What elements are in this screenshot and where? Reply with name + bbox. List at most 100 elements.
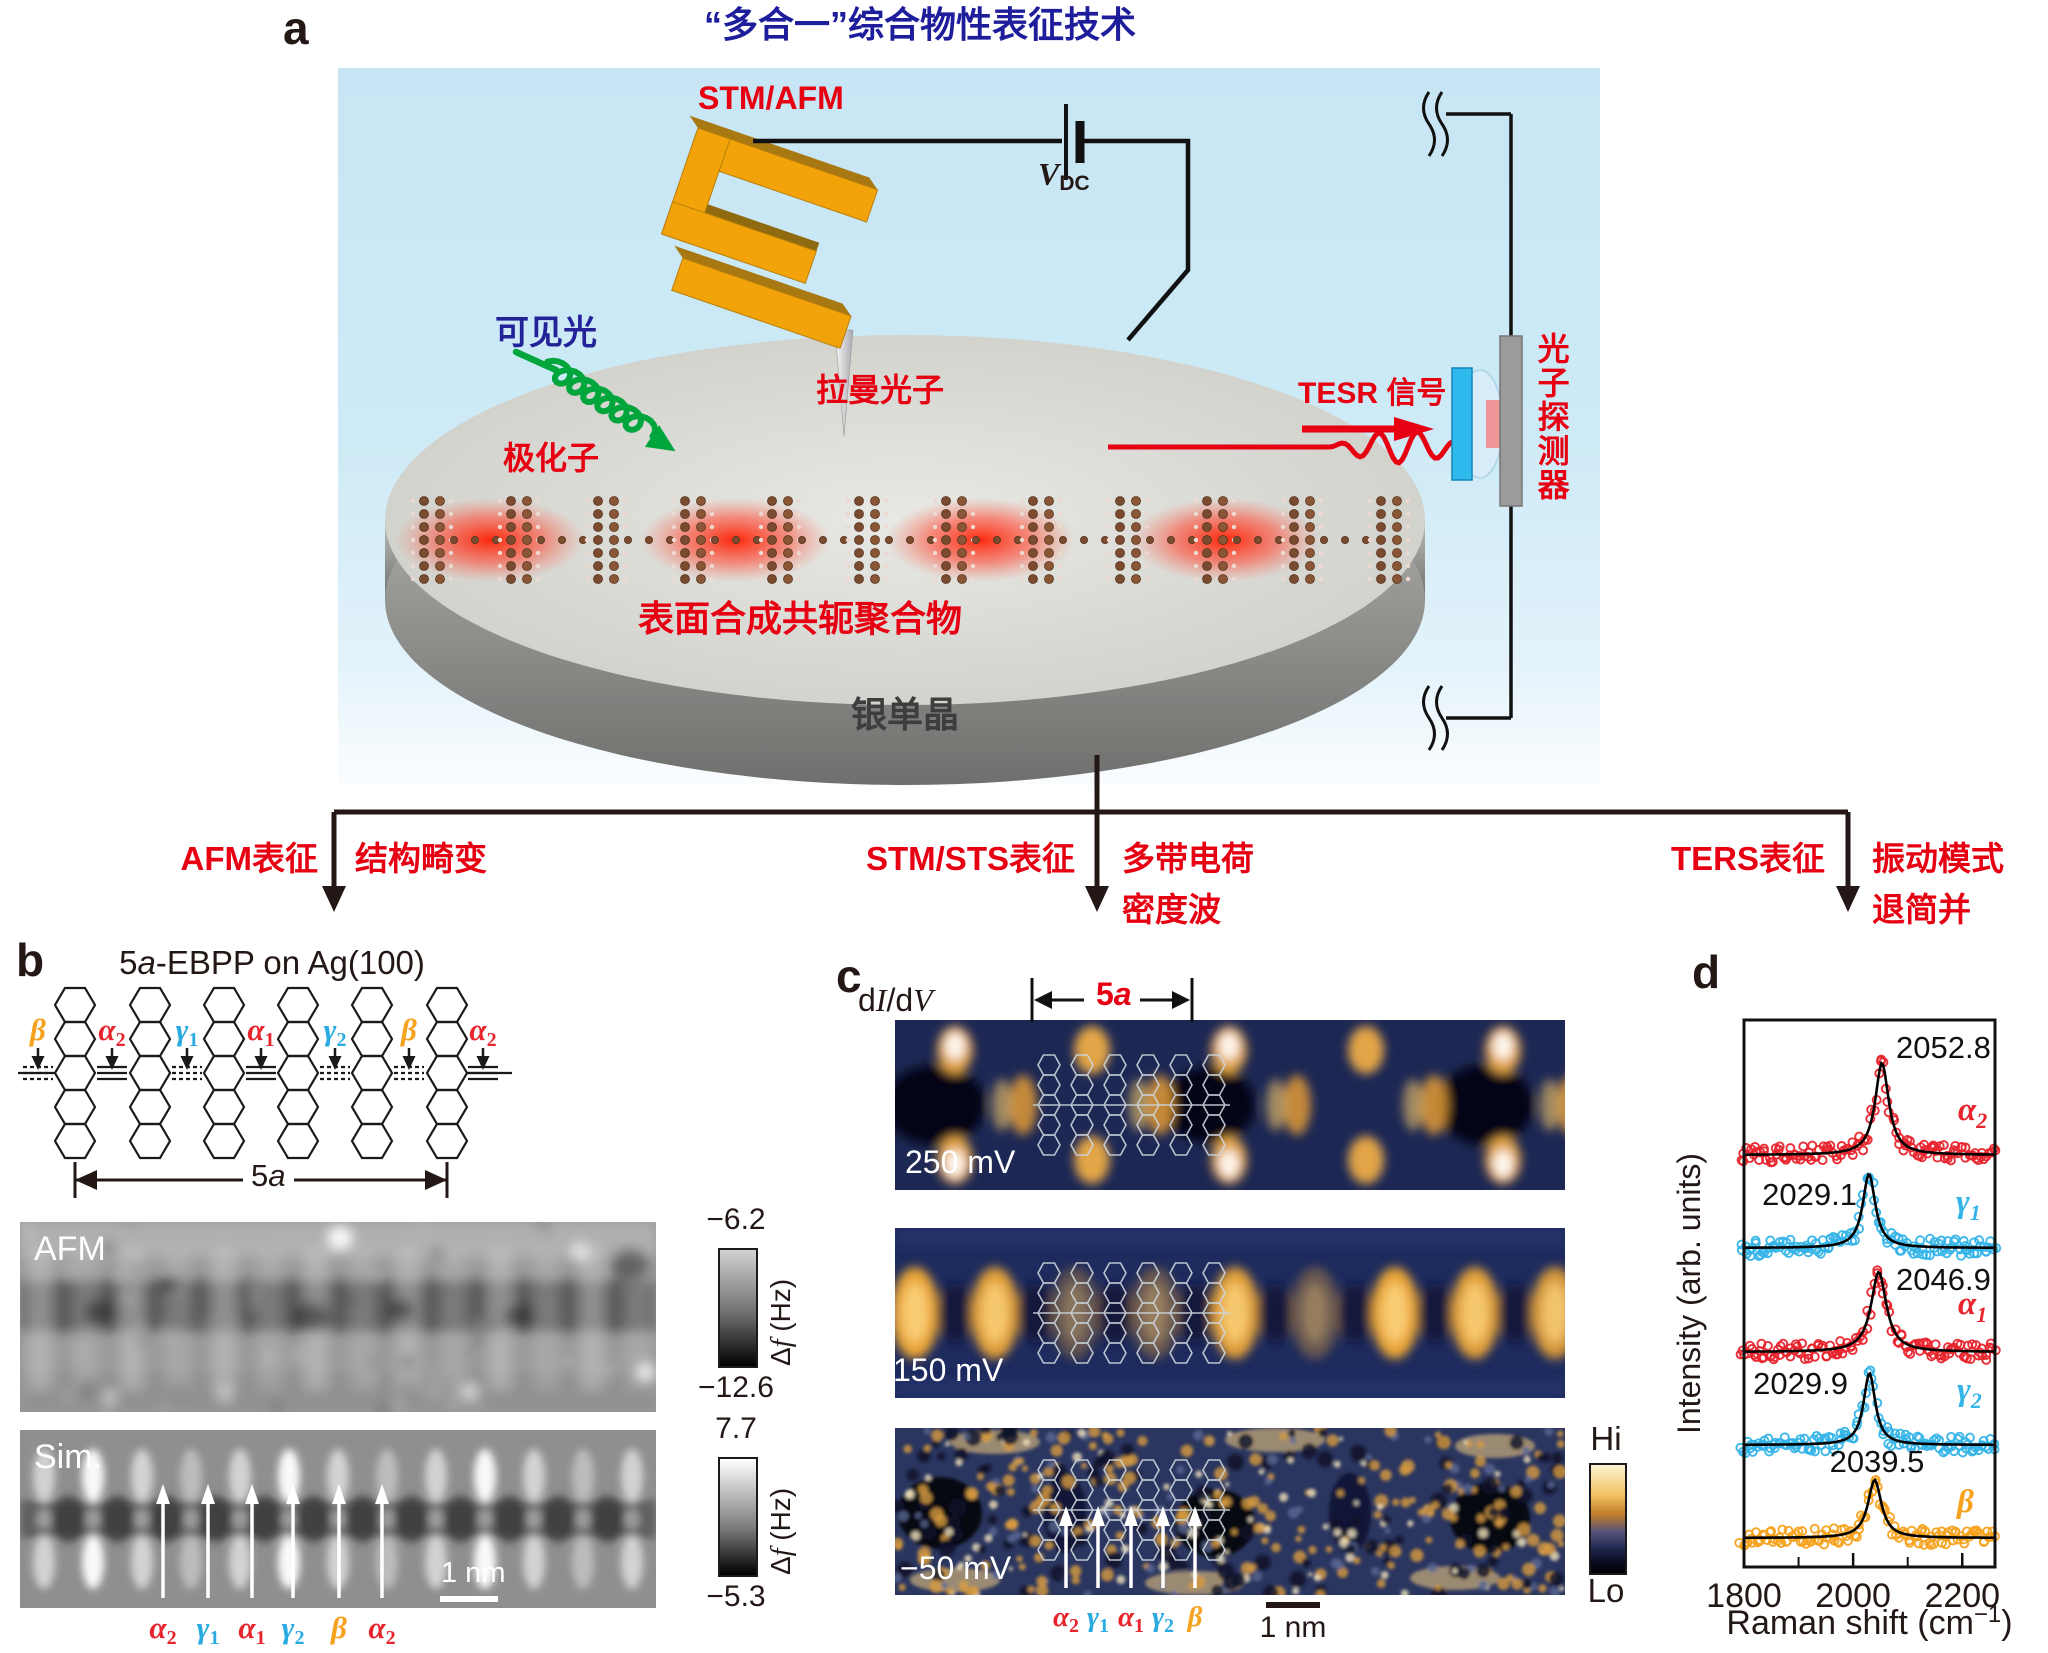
raman-series-γ2	[1735, 1365, 2000, 1458]
silver-crystal-label: 银单晶	[850, 694, 960, 735]
flow-afm-result: 结构畸变	[355, 840, 487, 877]
flow-sts-result-1: 多带电荷	[1122, 840, 1254, 877]
panel-d-label: d	[1692, 946, 1721, 998]
sim-colorbar-unit: Δf (Hz)	[765, 1487, 797, 1575]
colorbar-lo-label: Lo	[1587, 1572, 1625, 1609]
bias-label-neg50: −50 mV	[900, 1550, 1012, 1586]
x-tick-label: 2200	[1924, 1577, 2000, 1615]
flow-sts-result-2: 密度波	[1122, 891, 1221, 928]
bond-label: α2	[149, 1610, 177, 1649]
b-span-label: 5a	[243, 1159, 294, 1193]
raman-series-β	[1734, 1475, 2000, 1551]
molecule-overlay	[1033, 1262, 1230, 1364]
raman-series-α2	[1736, 1054, 2001, 1168]
sim-colorbar	[718, 1457, 758, 1577]
lorentzian-fit	[1744, 1172, 1995, 1249]
c-scalebar-label: 1 nm	[1259, 1611, 1327, 1644]
x-axis-label: Raman shift (cm−1)	[1726, 1601, 2012, 1642]
bond-label: γ2	[281, 1610, 305, 1649]
stm-afm-label: STM/AFM	[698, 80, 844, 116]
bond-pointer-arrows	[156, 1484, 389, 1598]
peak-value-label: 2029.9	[1753, 1366, 1848, 1401]
series-label: β	[1955, 1484, 1974, 1520]
panel-b-label: b	[16, 934, 45, 986]
raman-photon-label: 拉曼光子	[816, 372, 945, 408]
peak-value-label: 2046.9	[1896, 1262, 1991, 1297]
flow-ters-result-2: 退简并	[1872, 891, 1971, 928]
c-span-label: 5a	[1096, 976, 1132, 1012]
peak-value-label: 2039.5	[1830, 1444, 1925, 1479]
peak-value-label: 2052.8	[1896, 1030, 1991, 1065]
bond-label: α2	[1052, 1601, 1080, 1637]
colorbar-hi-label: Hi	[1590, 1420, 1622, 1457]
bond-label: α2	[98, 1012, 126, 1051]
bond-label: α2	[469, 1012, 497, 1051]
panel-c-label: c	[836, 950, 862, 1002]
chart-frame	[1742, 1018, 1997, 1569]
sim-image-tag: Sim.	[34, 1438, 102, 1476]
bond-label: α1	[238, 1610, 266, 1649]
sim-afm-image	[20, 1430, 656, 1608]
bond-label: γ1	[175, 1012, 199, 1051]
bond-label: α1	[1117, 1601, 1145, 1637]
flow-sts-method: STM/STS表征	[865, 840, 1075, 877]
series-label: γ1	[1956, 1184, 1981, 1225]
bond-label: β	[1187, 1601, 1203, 1633]
figure-title: “多合一”综合物性表征技术	[703, 4, 1137, 45]
afm-image-tag: AFM	[34, 1230, 106, 1268]
c-scalebar	[1266, 1602, 1320, 1608]
lorentzian-fit	[1744, 1478, 1995, 1540]
lorentzian-fit	[1744, 1371, 1995, 1447]
bias-label-150: 150 mV	[893, 1352, 1004, 1388]
panel-a-label: a	[283, 2, 309, 54]
raman-series-α1	[1735, 1265, 2001, 1365]
vdc-label: VDC	[1038, 156, 1090, 195]
polymer-label: 表面合成共轭聚合物	[637, 598, 963, 639]
raman-series-γ1	[1736, 1172, 2002, 1261]
b-scalebar-label: 1 nm	[441, 1557, 506, 1589]
afm-image	[20, 1222, 656, 1412]
tesr-signal-label: TESR 信号	[1298, 377, 1447, 410]
y-axis-label: Intensity (arb. units)	[1671, 1153, 1707, 1434]
flow-ters-method: TERS表征	[1670, 840, 1825, 877]
bond-pointer-arrows	[1059, 1506, 1202, 1588]
lorentzian-fit	[1744, 1060, 1995, 1156]
hi-lo-colorbar	[1589, 1463, 1627, 1575]
x-tick-label: 2000	[1815, 1577, 1891, 1615]
flow-afm-method: AFM表征	[180, 840, 318, 877]
panel-b-title: 5a-EBPP on Ag(100)	[119, 944, 425, 981]
visible-light-label: 可见光	[495, 314, 597, 352]
didv-label: dI/dV	[858, 982, 933, 1018]
series-label: α2	[1958, 1092, 1987, 1133]
bond-label: β	[331, 1610, 347, 1645]
afm-colorbar-min: −12.6	[698, 1371, 774, 1404]
afm-colorbar	[718, 1248, 758, 1368]
bond-label: γ1	[196, 1610, 220, 1649]
molecule-overlay	[1033, 1459, 1230, 1561]
b-scalebar	[440, 1596, 498, 1602]
bond-label: γ2	[323, 1012, 347, 1051]
flow-ters-result-1: 振动模式	[1872, 840, 2004, 877]
polaron-label: 极化子	[503, 440, 600, 476]
panel-a-background	[338, 68, 1600, 786]
series-label: γ2	[1957, 1372, 1982, 1413]
lorentzian-fit	[1744, 1270, 1995, 1353]
series-label: α1	[1958, 1286, 1987, 1327]
x-tick-label: 1800	[1706, 1577, 1782, 1615]
raman-chart: 1800 2000 2200 2052.8 2029.1 2046.9 2029.9 2039…	[1671, 1018, 2013, 1642]
bond-label: β	[30, 1012, 46, 1047]
afm-colorbar-max: −6.2	[706, 1203, 766, 1236]
sim-colorbar-min: −5.3	[706, 1580, 766, 1613]
peak-value-label: 2029.1	[1762, 1177, 1857, 1212]
bond-label: γ1	[1086, 1601, 1110, 1637]
sim-colorbar-max: 7.7	[715, 1412, 757, 1445]
bond-label: α2	[368, 1610, 396, 1649]
bias-label-250: 250 mV	[905, 1144, 1016, 1180]
molecule-overlay	[1033, 1054, 1230, 1156]
afm-colorbar-unit: Δf (Hz)	[765, 1278, 797, 1366]
bond-label: α1	[247, 1012, 275, 1051]
bond-label: β	[401, 1012, 417, 1047]
photon-detector-label: 光子探测器	[1533, 332, 1570, 502]
bond-label: γ2	[1151, 1601, 1175, 1637]
